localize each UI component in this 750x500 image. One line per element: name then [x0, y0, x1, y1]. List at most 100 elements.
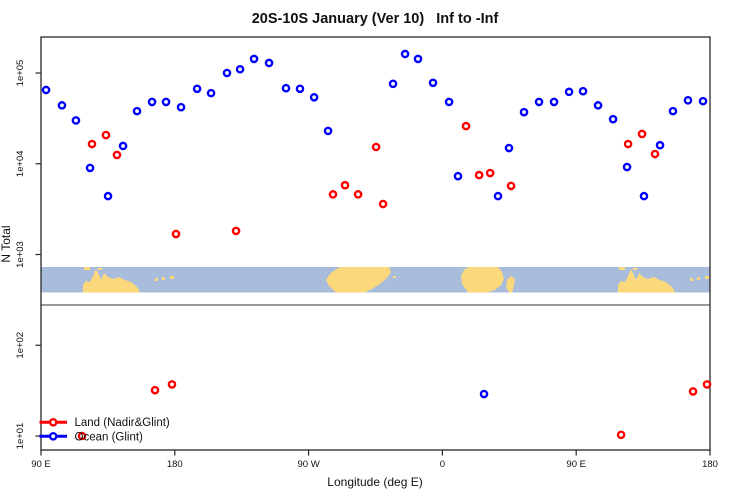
data-point [77, 431, 87, 441]
data-point [622, 162, 632, 172]
data-point [453, 171, 463, 181]
data-point [461, 121, 471, 131]
y-tick-label: 1e+03 [15, 241, 26, 268]
data-point [413, 54, 423, 64]
data-point [608, 114, 618, 124]
data-point [85, 163, 95, 173]
x-tick-label: 180 [167, 459, 183, 470]
data-point [378, 199, 388, 209]
data-point [231, 226, 241, 236]
data-point [639, 191, 649, 201]
data-point [698, 96, 708, 106]
data-point [161, 97, 171, 107]
data-point [192, 84, 202, 94]
data-point [235, 64, 245, 74]
data-point [150, 385, 160, 395]
map-land [83, 269, 140, 293]
data-point [323, 126, 333, 136]
data-point [281, 83, 291, 93]
data-point [264, 58, 274, 68]
data-point [388, 79, 398, 89]
y-tick-label: 1e+04 [15, 150, 26, 177]
axis-ticks: 90 E 180 90 W 0 90 E 180 1e+01 1e+02 1e+03 1e+04 1… [15, 60, 718, 470]
data-point [101, 130, 111, 140]
data-point [428, 78, 438, 88]
legend: Land (Nadir&Glint) Ocean (Glint) [39, 417, 170, 444]
legend-label-land: Land (Nadir&Glint) [75, 417, 170, 429]
x-tick-label: 90 E [31, 459, 51, 470]
x-axis-title: Longitude (deg E) [327, 475, 422, 489]
map-land-island [633, 268, 637, 270]
map-strip [41, 267, 710, 293]
plot-border [40, 36, 711, 451]
data-point [564, 87, 574, 97]
data-point [71, 116, 81, 125]
data-point [222, 68, 232, 78]
data-point [171, 229, 181, 239]
y-tick-label: 1e+02 [15, 332, 26, 359]
legend-label-ocean: Ocean (Glint) [75, 432, 144, 444]
data-point [371, 142, 381, 152]
data-point [702, 380, 712, 389]
data-point [353, 190, 363, 199]
data-point [57, 101, 67, 110]
map-land-island [170, 276, 174, 279]
legend-marker [48, 431, 58, 441]
map-land-island [393, 276, 396, 278]
data-point [118, 141, 128, 151]
data-point [132, 106, 142, 116]
data-point [400, 49, 410, 59]
data-point [206, 88, 216, 98]
data-point [176, 102, 186, 112]
data-point [167, 380, 177, 389]
data-point [688, 387, 698, 396]
data-point [534, 97, 544, 107]
data-point [147, 97, 157, 107]
y-axis-title: N Total [0, 225, 13, 262]
y-tick-label: 1e+01 [15, 423, 26, 450]
data-point [578, 86, 588, 96]
data-point [655, 140, 665, 150]
data-point [637, 129, 647, 139]
x-tick-label: 90 W [298, 459, 320, 470]
data-point [623, 139, 633, 149]
map-land [326, 267, 391, 293]
data-point [506, 181, 516, 191]
map-land [618, 269, 675, 293]
chart-title: 20S-10S January (Ver 10) Inf to -Inf [252, 11, 499, 27]
data-point [616, 430, 626, 440]
data-point [519, 107, 529, 117]
data-points [41, 49, 712, 441]
data-point [103, 191, 113, 201]
data-point [474, 170, 484, 180]
data-point [41, 85, 51, 95]
data-point [340, 180, 350, 190]
map-land-island [690, 278, 693, 281]
data-point [112, 150, 122, 160]
data-point [668, 106, 678, 116]
x-tick-label: 180 [702, 459, 718, 470]
data-point [87, 139, 97, 149]
data-point [549, 97, 559, 107]
map-land-island [155, 278, 158, 281]
map-land-island [705, 276, 709, 279]
x-tick-label: 0 [440, 459, 445, 470]
x-tick-label: 90 E [566, 459, 586, 470]
data-point [328, 190, 338, 199]
data-point [683, 96, 693, 105]
legend-marker [48, 417, 58, 427]
map-land-island [619, 267, 625, 270]
data-point [650, 149, 660, 159]
data-point [249, 54, 259, 64]
data-point [485, 168, 495, 178]
data-point [593, 101, 603, 110]
legend-markers [39, 417, 67, 441]
data-point [309, 92, 319, 102]
data-point [479, 389, 489, 399]
data-point [493, 191, 503, 201]
map-land-island [162, 277, 165, 280]
map-land-island [84, 267, 90, 270]
map-land [506, 276, 515, 293]
